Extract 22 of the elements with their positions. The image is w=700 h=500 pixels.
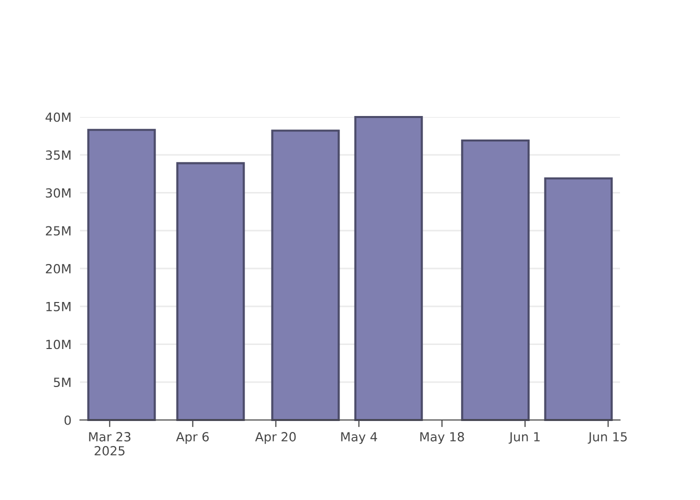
y-tick-label: 20M bbox=[46, 264, 70, 274]
bar bbox=[461, 139, 530, 422]
bar bbox=[271, 130, 340, 422]
bar bbox=[544, 177, 613, 422]
y-tick-label: 10M bbox=[46, 340, 70, 350]
x-tick-label: Apr 6 bbox=[176, 432, 209, 444]
y-tick-label: 15M bbox=[46, 302, 70, 312]
x-tick-label: Apr 20 bbox=[255, 432, 296, 444]
bar bbox=[176, 162, 245, 422]
x-tick-label: May 18 bbox=[420, 432, 464, 444]
bar bbox=[87, 128, 156, 422]
bar bbox=[354, 116, 423, 422]
y-tick-label: 0 bbox=[64, 415, 71, 425]
y-tick-label: 35M bbox=[46, 150, 70, 160]
x-tick-label: May 4 bbox=[341, 432, 378, 444]
x-tick-label: Mar 23 2025 bbox=[89, 432, 130, 456]
y-tick-label: 5M bbox=[54, 378, 70, 388]
x-tick-label: Jun 1 bbox=[508, 432, 540, 444]
x-tick-label: Jun 15 bbox=[588, 432, 627, 444]
y-tick-label: 30M bbox=[46, 188, 70, 198]
y-tick-label: 40M bbox=[46, 112, 70, 122]
y-tick-label: 25M bbox=[46, 226, 70, 236]
